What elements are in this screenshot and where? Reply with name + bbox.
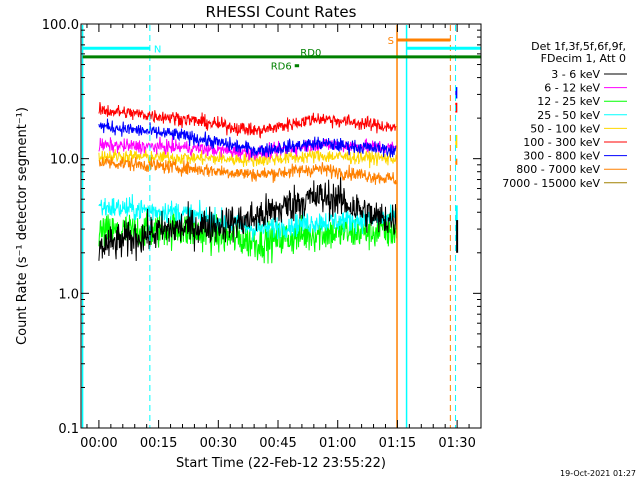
x-tick-label: 01:30 — [438, 436, 475, 451]
vertical-line-layer — [81, 25, 457, 428]
plot-frame — [80, 23, 482, 429]
y-axis: 0.1 1.0 10.0 100.0 — [42, 18, 481, 437]
legend-entry-label: 100 - 300 keV — [523, 136, 600, 149]
y-tick-label: 100.0 — [42, 18, 79, 33]
series-line-6 — [98, 118, 397, 158]
chart-title: RHESSI Count Rates — [206, 3, 357, 21]
x-tick-label: 00:15 — [140, 436, 177, 451]
series-line-4 — [98, 148, 397, 169]
x-tick-label: 00:30 — [200, 436, 237, 451]
legend-entry-label: 300 - 800 keV — [523, 150, 600, 163]
legend-entry-label: 12 - 25 keV — [537, 95, 600, 108]
flag-label: S — [388, 36, 394, 47]
x-axis: 00:00 00:15 00:30 00:45 01:00 01:15 01:30 — [80, 24, 476, 451]
legend-header-line: Det 1f,3f,5f,6f,9f, — [531, 40, 626, 53]
flag-label: RD6 — [271, 62, 292, 73]
legend-entry-label: 3 - 6 keV — [551, 68, 600, 81]
y-tick-label: 1.0 — [58, 287, 79, 302]
flag-label: RD0 — [300, 48, 321, 59]
legend-entry-label: 25 - 50 keV — [537, 109, 600, 122]
x-tick-label: 01:15 — [379, 436, 416, 451]
legend-entry-label: 800 - 7000 keV — [516, 163, 600, 176]
series-line-7 — [98, 156, 397, 185]
series-line-0 — [98, 175, 397, 262]
y-tick-label: 0.1 — [58, 422, 79, 437]
y-tick-label: 10.0 — [50, 153, 79, 168]
x-tick-label: 00:00 — [80, 436, 117, 451]
y-axis-label: Count Rate (s⁻¹ detector segment⁻¹) — [15, 107, 30, 345]
footer-timestamp: 19-Oct-2021 01:27 — [560, 469, 636, 478]
series-line-5 — [98, 102, 397, 139]
x-tick-label: 00:45 — [259, 436, 296, 451]
legend-entry-label: 7000 - 15000 keV — [502, 177, 600, 190]
legend-header-line: FDecim 1, Att 0 — [541, 52, 626, 65]
legend: Det 1f,3f,5f,6f,9f,FDecim 1, Att 0 3 - 6 … — [502, 40, 627, 190]
series-line-3 — [98, 194, 397, 241]
x-tick-label: 01:00 — [319, 436, 356, 451]
legend-entry-label: 6 - 12 keV — [544, 82, 600, 95]
trace-layer — [98, 87, 459, 264]
x-axis-label: Start Time (22-Feb-12 23:55:22) — [176, 456, 386, 471]
flag-label: N — [154, 44, 161, 55]
flag-bar-layer: N RD0 RD6 S — [82, 36, 481, 73]
legend-entry-label: 50 - 100 keV — [530, 122, 600, 135]
